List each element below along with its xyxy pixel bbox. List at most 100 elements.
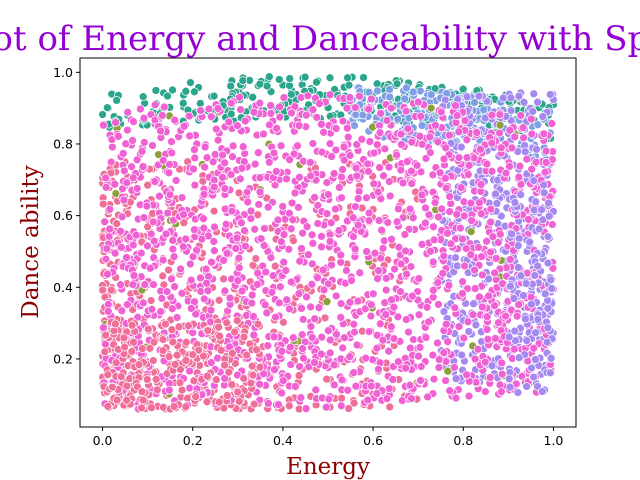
data-point [382,116,392,125]
data-point [389,302,399,312]
data-point [401,363,410,373]
data-point [452,261,462,271]
data-point [336,250,346,260]
data-point [250,224,260,234]
data-point [480,387,490,396]
data-point [439,348,449,358]
data-point [249,107,259,117]
data-point [206,112,216,122]
data-point [364,216,374,225]
data-point [414,274,424,283]
data-point [426,103,436,113]
plot-frame [79,57,577,428]
data-point [372,389,382,398]
data-point [531,157,541,167]
data-point [190,145,199,155]
data-point [238,142,248,152]
data-point [325,335,335,345]
data-point [366,381,376,391]
data-point [521,279,531,288]
data-point [202,153,212,163]
data-point [436,107,446,117]
data-point [491,254,501,263]
data-point [197,234,207,244]
data-point [336,257,346,267]
data-point [454,322,464,331]
data-point [165,385,174,395]
data-point [181,234,191,244]
data-point [362,247,371,256]
data-point [213,104,223,113]
data-point [512,311,522,321]
data-point [155,191,164,201]
data-point [222,391,232,400]
data-point [289,236,298,246]
data-point [466,227,476,236]
data-point [451,374,461,384]
data-point [103,401,113,411]
data-point [122,178,132,187]
data-point [525,237,535,247]
y-tick-label: 0.4 [53,280,73,295]
data-point [337,193,346,203]
data-point [471,320,481,330]
data-point [253,148,263,158]
data-point [443,366,453,376]
data-point [143,222,153,232]
data-point [185,131,194,141]
data-point [323,279,333,289]
data-point [368,289,378,299]
data-point [117,212,127,222]
data-point [339,142,349,152]
data-point [253,268,263,278]
data-point [123,300,132,309]
data-point [119,333,129,343]
data-point [484,291,493,301]
data-point [260,224,269,233]
data-point [359,73,368,82]
data-point [430,198,440,207]
data-point [138,92,148,102]
data-point [421,203,430,213]
data-point [134,360,144,370]
data-point [544,211,554,221]
data-point [483,334,493,344]
data-point [379,171,388,181]
data-point [235,174,245,184]
data-point [462,370,471,380]
data-point [374,266,383,276]
data-point [127,347,137,356]
data-point [380,144,390,154]
data-point [295,172,304,182]
data-point [434,355,444,364]
data-point [132,155,142,165]
data-point [164,265,173,275]
data-point [388,375,398,384]
data-point [209,237,219,246]
data-point [298,315,308,324]
data-point [405,343,415,353]
data-point [540,167,550,177]
data-point [289,149,299,159]
data-point [303,91,313,101]
data-point [486,217,495,227]
data-point [232,233,242,243]
data-point [241,241,250,251]
data-point [106,157,116,167]
data-point [263,202,273,212]
data-point [421,154,431,163]
data-point [209,182,219,192]
data-point [225,293,235,303]
data-point [433,338,442,348]
data-point [120,342,129,352]
data-point [425,132,435,142]
data-point [275,102,284,112]
data-point [475,198,484,208]
data-point [98,110,107,119]
data-point [534,224,544,234]
data-point [127,320,137,330]
data-point [355,91,364,101]
data-point [487,110,497,120]
data-point [275,282,285,292]
data-point [264,157,274,167]
